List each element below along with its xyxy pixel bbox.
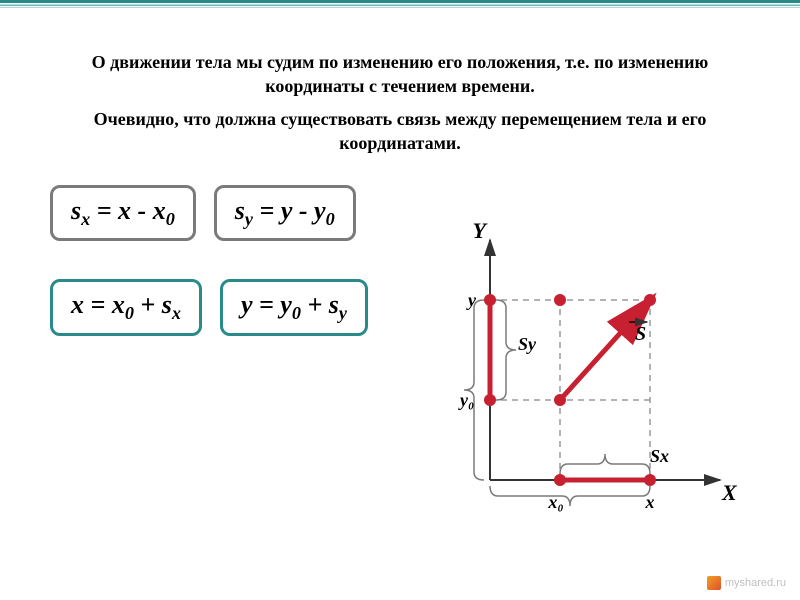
heading-line2: Очевидно, что должна существовать связь … [40,107,760,156]
svg-text:Sy: Sy [518,334,537,354]
svg-text:x: x [645,492,655,512]
watermark-text: myshared.ru [725,577,786,589]
svg-text:S: S [635,323,646,345]
formula-x: x = x0 + sx [50,279,202,335]
heading-line1: О движении тела мы судим по изменению ег… [40,50,760,99]
svg-text:y: y [466,290,477,310]
svg-text:X: X [721,480,738,505]
coordinate-diagram: X Yx₀ x y₀ y Sx Sy S [440,220,740,540]
decorative-border [0,0,800,8]
svg-text:Sx: Sx [650,446,669,466]
formula-sx: sx = x - x0 [50,185,196,241]
svg-text:x₀: x₀ [547,492,563,512]
svg-text:y₀: y₀ [458,390,474,410]
watermark-icon [707,576,721,590]
svg-text:Y: Y [473,220,489,243]
formula-y: y = y0 + sy [220,279,368,335]
watermark: myshared.ru [707,576,786,590]
formula-sy: sy = y - y0 [214,185,356,241]
